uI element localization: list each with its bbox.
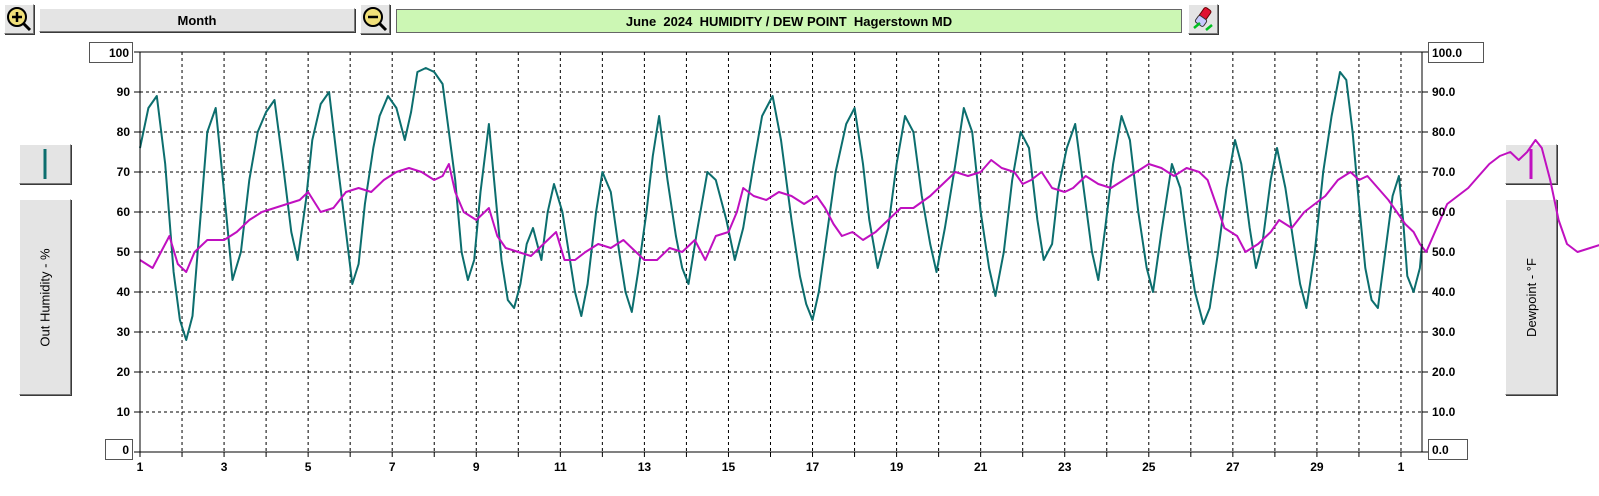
left-max-readout[interactable]: 100 bbox=[89, 42, 133, 63]
x-tick-label: 9 bbox=[473, 460, 480, 474]
tick-labels: 90 90.0 80 80.0 70 70.0 60 60.0 50 50.0 40 40.0 30 30… bbox=[117, 85, 1456, 474]
series-layer bbox=[139, 67, 1599, 341]
x-tick-label: 23 bbox=[1058, 460, 1072, 474]
humidity-axis-button[interactable]: Out Humidity - % bbox=[19, 199, 71, 395]
left-tick-label: 30 bbox=[117, 325, 131, 339]
right-tick-label: 50.0 bbox=[1432, 245, 1456, 259]
x-tick-label: 15 bbox=[722, 460, 736, 474]
left-tick-label: 80 bbox=[117, 125, 131, 139]
right-tick-label: 70.0 bbox=[1432, 165, 1456, 179]
x-tick-label: 13 bbox=[638, 460, 652, 474]
left-tick-label: 90 bbox=[117, 85, 131, 99]
zoom-out-icon bbox=[363, 7, 388, 32]
right-max-readout[interactable]: 100.0 bbox=[1428, 42, 1484, 63]
x-tick-label: 17 bbox=[806, 460, 820, 474]
left-tick-label: 20 bbox=[117, 365, 131, 379]
humidity-series-line bbox=[139, 67, 1423, 341]
chart-title: June 2024 HUMIDITY / DEW POINT Hagerstow… bbox=[396, 9, 1182, 33]
x-tick-label: 3 bbox=[221, 460, 228, 474]
x-tick-label: 5 bbox=[305, 460, 312, 474]
x-tick-label: 11 bbox=[554, 460, 567, 474]
humidity-legend-button[interactable] bbox=[19, 144, 71, 184]
left-min-readout[interactable]: 0 bbox=[105, 439, 133, 460]
right-tick-label: 40.0 bbox=[1432, 285, 1456, 299]
x-tick-label: 19 bbox=[890, 460, 904, 474]
dewpoint-series-line bbox=[139, 139, 1599, 273]
left-tick-label: 10 bbox=[117, 405, 131, 419]
dewpoint-axis-button[interactable]: Dewpoint - °F bbox=[1505, 199, 1557, 395]
paint-icon bbox=[1193, 7, 1213, 31]
zoom-in-button[interactable] bbox=[4, 4, 34, 34]
right-tick-label: 10.0 bbox=[1432, 405, 1456, 419]
x-tick-label: 25 bbox=[1142, 460, 1156, 474]
right-tick-label: 80.0 bbox=[1432, 125, 1456, 139]
left-tick-label: 60 bbox=[117, 205, 131, 219]
left-tick-label: 50 bbox=[117, 245, 131, 259]
right-tick-label: 30.0 bbox=[1432, 325, 1456, 339]
x-tick-label: 7 bbox=[389, 460, 396, 474]
left-tick-label: 70 bbox=[117, 165, 131, 179]
right-min-readout[interactable]: 0.0 bbox=[1428, 439, 1468, 460]
right-tick-label: 60.0 bbox=[1432, 205, 1456, 219]
x-tick-label: 1 bbox=[137, 460, 144, 474]
dewpoint-legend-swatch bbox=[1529, 149, 1533, 179]
left-tick-label: 40 bbox=[117, 285, 131, 299]
x-tick-label: 21 bbox=[974, 460, 988, 474]
chart-options-button[interactable] bbox=[1188, 4, 1218, 34]
grid-lines bbox=[134, 51, 1428, 457]
plot-frame bbox=[139, 51, 1423, 453]
humidity-legend-swatch bbox=[43, 149, 47, 179]
zoom-in-icon bbox=[7, 7, 32, 32]
x-tick-label: 29 bbox=[1310, 460, 1324, 474]
zoom-out-button[interactable] bbox=[360, 4, 390, 34]
right-tick-label: 90.0 bbox=[1432, 85, 1456, 99]
x-tick-label: 27 bbox=[1226, 460, 1240, 474]
x-tick-label: 1 bbox=[1398, 460, 1405, 474]
time-range-button[interactable]: Month bbox=[39, 8, 355, 32]
dewpoint-legend-button[interactable] bbox=[1505, 144, 1557, 184]
right-tick-label: 20.0 bbox=[1432, 365, 1456, 379]
